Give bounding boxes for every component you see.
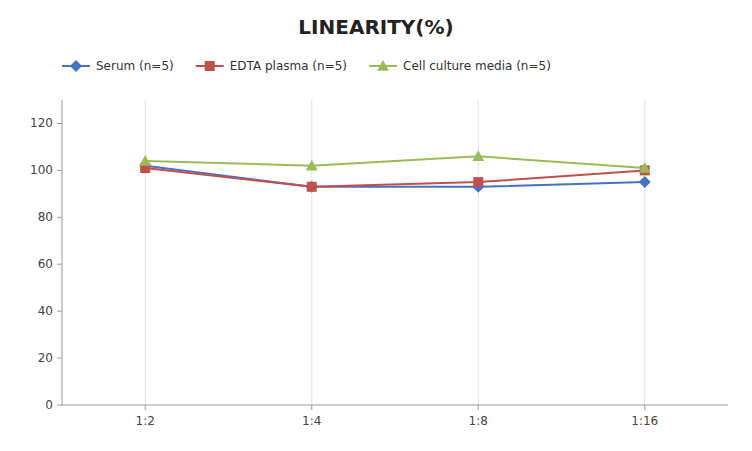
point-marker <box>306 160 318 171</box>
y-tick <box>57 217 62 218</box>
chart-svg: LINEARITY(%) 0 20 40 60 80 100 120 1:2 1:4 1:8 1:16… <box>0 0 752 451</box>
y-tick-label: 40 <box>38 304 53 318</box>
point-marker <box>306 181 318 193</box>
legend-label: Serum (n=5) <box>96 59 174 73</box>
point-marker <box>639 162 651 173</box>
point-marker <box>639 176 651 188</box>
point-marker <box>473 177 483 187</box>
x-tick <box>145 405 146 410</box>
point-marker <box>472 150 484 161</box>
y-tick-label: 20 <box>38 351 53 365</box>
chart-container: LINEARITY(%) 0 20 40 60 80 100 120 1:2 1:4 1:8 1:16… <box>0 0 752 451</box>
legend-item: Serum (n=5) <box>62 59 174 73</box>
legend-item: Cell culture media (n=5) <box>369 59 551 73</box>
page: {"chart_data": {"type": "line", "title":… <box>0 0 752 451</box>
legend-label: EDTA plasma (n=5) <box>230 59 347 73</box>
series-group <box>139 160 651 193</box>
legend-swatch-marker <box>377 60 389 71</box>
y-tick <box>57 123 62 124</box>
x-tick-label: 1:8 <box>469 414 488 428</box>
point-marker <box>307 182 317 192</box>
grid <box>145 100 645 405</box>
y-tick-label: 0 <box>45 398 53 412</box>
legend-label: Cell culture media (n=5) <box>403 59 551 73</box>
plot-marks <box>139 150 651 193</box>
x-tick <box>478 405 479 410</box>
x-tick <box>644 405 645 410</box>
legend-swatch-marker <box>205 61 215 71</box>
y-tick <box>57 170 62 171</box>
y-tick-label: 100 <box>30 163 53 177</box>
series-group <box>139 150 651 173</box>
y-tick-label: 80 <box>38 210 53 224</box>
series-line <box>145 168 645 187</box>
x-grid-line <box>311 100 312 405</box>
x-tick-label: 1:2 <box>136 414 155 428</box>
x-grid-line <box>644 100 645 405</box>
y-tick-label: 120 <box>30 116 53 130</box>
x-grid-line <box>145 100 146 405</box>
y-tick <box>57 358 62 359</box>
series-line <box>145 166 645 187</box>
x-tick <box>311 405 312 410</box>
series-line <box>145 156 645 168</box>
y-tick <box>57 311 62 312</box>
chart-title: LINEARITY(%) <box>298 15 453 39</box>
y-axis-line <box>62 100 63 405</box>
y-tick <box>57 405 62 406</box>
point-marker <box>139 155 151 166</box>
series-group <box>140 163 650 192</box>
legend-swatch-marker <box>70 60 82 72</box>
axes: 0 20 40 60 80 100 120 1:2 1:4 1:8 1:16 <box>30 100 728 428</box>
x-tick-label: 1:4 <box>302 414 321 428</box>
legend-item: EDTA plasma (n=5) <box>196 59 347 73</box>
x-axis-line <box>62 405 728 406</box>
legend: Serum (n=5) EDTA plasma (n=5) Cell culture… <box>62 59 551 73</box>
y-tick <box>57 264 62 265</box>
y-tick-label: 60 <box>38 257 53 271</box>
x-grid-line <box>478 100 479 405</box>
x-tick-label: 1:16 <box>631 414 658 428</box>
